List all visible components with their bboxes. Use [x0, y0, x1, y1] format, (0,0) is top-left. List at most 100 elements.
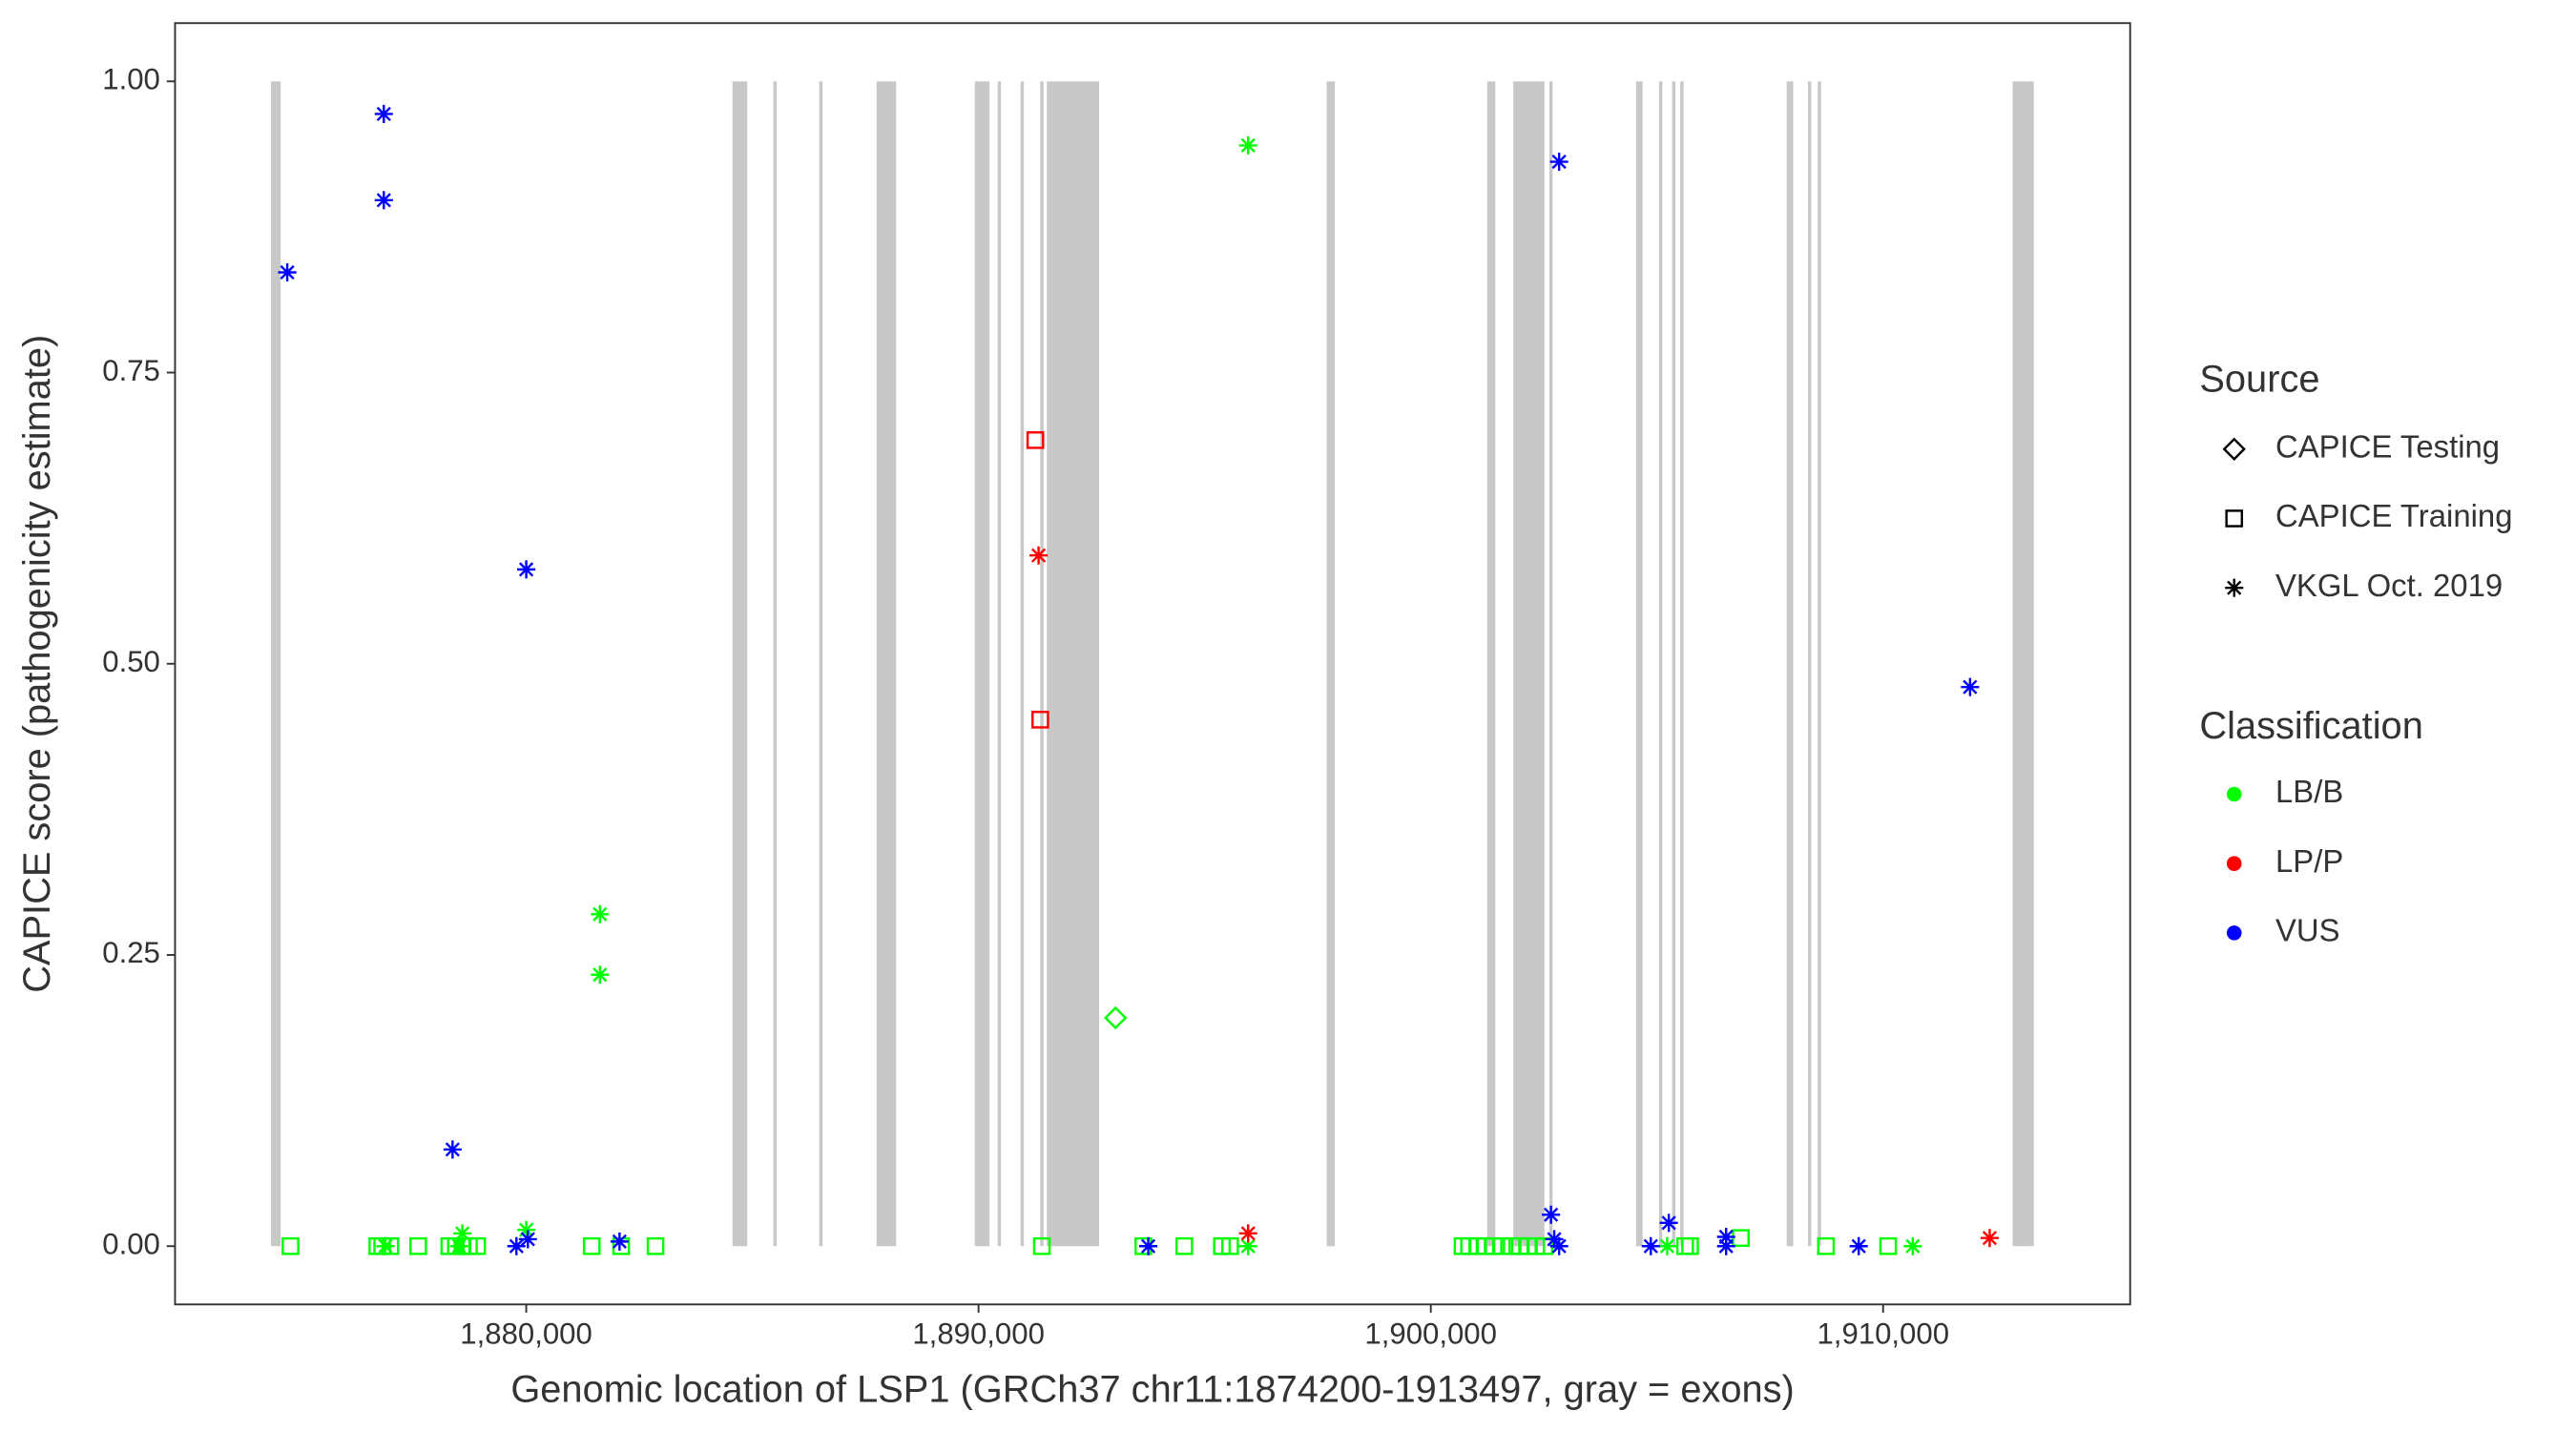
exon-band — [1047, 81, 1100, 1247]
asterisk-stroke — [378, 1238, 393, 1254]
point — [1980, 1229, 1999, 1248]
plot-border — [174, 22, 2131, 1306]
point — [1104, 1006, 1128, 1030]
point — [376, 1236, 395, 1255]
asterisk-stroke — [1661, 1215, 1676, 1231]
asterisk-stroke — [1240, 137, 1256, 154]
asterisk-stroke — [1551, 154, 1567, 170]
exon-band — [1486, 81, 1496, 1247]
exon-band — [1326, 81, 1336, 1247]
legend-label: VKGL Oct. 2019 — [2275, 568, 2503, 603]
exon-band — [732, 81, 748, 1247]
point — [1139, 1236, 1158, 1255]
asterisk-stroke — [1031, 548, 1047, 563]
point — [591, 965, 610, 985]
point — [278, 262, 297, 282]
asterisk-stroke — [2227, 580, 2242, 595]
point — [281, 1236, 300, 1255]
asterisk-stroke — [376, 193, 391, 208]
exon-band — [1818, 81, 1821, 1247]
legend-label: CAPICE Training — [2275, 498, 2513, 533]
x-tick-label: 1,880,000 — [460, 1317, 592, 1350]
legend-title: Classification — [2199, 705, 2422, 747]
point — [591, 904, 610, 923]
point — [1716, 1236, 1735, 1255]
y-tick-label: 0.00 — [102, 1227, 160, 1260]
exon-band — [1672, 81, 1676, 1247]
y-axis-label: CAPICE score (pathogenicity estimate) — [16, 335, 58, 993]
legend-key — [2225, 509, 2244, 528]
asterisk-stroke — [1643, 1238, 1658, 1254]
legend-key — [2226, 925, 2242, 941]
point — [1453, 1236, 1472, 1255]
point — [1681, 1236, 1699, 1255]
point — [646, 1236, 665, 1255]
point — [1641, 1236, 1660, 1255]
exon-band — [876, 81, 897, 1247]
asterisk-stroke — [1547, 1232, 1562, 1247]
y-tick-label: 0.25 — [102, 936, 160, 969]
asterisk-stroke — [1240, 1238, 1256, 1254]
point — [1221, 1236, 1239, 1255]
point — [1849, 1236, 1868, 1255]
exon-band — [773, 81, 778, 1247]
asterisk-stroke — [1659, 1238, 1675, 1254]
point — [1031, 711, 1049, 729]
exon-band — [1786, 81, 1794, 1247]
legend-label: CAPICE Testing — [2275, 428, 2500, 464]
point — [467, 1236, 487, 1255]
legend-key — [2222, 437, 2246, 461]
asterisk-stroke — [1544, 1207, 1559, 1222]
asterisk-stroke — [592, 906, 608, 922]
point — [1238, 1224, 1257, 1243]
exon-band — [270, 81, 281, 1247]
point — [1032, 1236, 1051, 1255]
point — [1732, 1229, 1750, 1248]
point — [1659, 1213, 1678, 1233]
asterisk-stroke — [1240, 1226, 1256, 1241]
point — [1492, 1236, 1511, 1255]
point — [1961, 677, 1980, 696]
asterisk-stroke — [451, 1238, 467, 1254]
exon-band — [1040, 81, 1044, 1247]
asterisk-stroke — [520, 1232, 535, 1247]
point — [1657, 1236, 1676, 1255]
exon-band — [1680, 81, 1684, 1247]
asterisk-stroke — [1905, 1238, 1921, 1254]
asterisk-stroke — [376, 106, 391, 122]
legend-label: LP/P — [2275, 843, 2343, 879]
y-tick-label: 0.75 — [102, 354, 160, 387]
asterisk-stroke — [1963, 679, 1978, 695]
legend-label: VUS — [2275, 913, 2340, 948]
x-tick-label: 1,910,000 — [1817, 1317, 1949, 1350]
exon-band — [1513, 81, 1545, 1247]
point — [1026, 431, 1045, 449]
point — [610, 1232, 629, 1251]
exon-band — [1658, 81, 1663, 1247]
point — [1174, 1236, 1194, 1255]
asterisk-stroke — [1851, 1238, 1866, 1254]
point — [1549, 1236, 1568, 1255]
point — [453, 1224, 472, 1243]
asterisk-stroke — [1551, 1238, 1567, 1254]
exon-band — [997, 81, 1002, 1247]
point — [1903, 1236, 1922, 1255]
point — [374, 104, 393, 123]
point — [409, 1236, 427, 1255]
asterisk-stroke — [592, 967, 608, 983]
point — [1542, 1205, 1561, 1224]
asterisk-stroke — [280, 264, 295, 280]
point — [517, 560, 536, 579]
x-tick-label: 1,890,000 — [912, 1317, 1045, 1350]
point — [1817, 1236, 1836, 1255]
point — [1238, 135, 1257, 155]
legend-title: Source — [2199, 358, 2319, 400]
asterisk-stroke — [1718, 1238, 1734, 1254]
asterisk-stroke — [612, 1234, 627, 1249]
point — [1879, 1236, 1898, 1255]
legend-label: LB/B — [2275, 774, 2343, 809]
exon-band — [1020, 81, 1025, 1247]
asterisk-stroke — [445, 1142, 460, 1157]
legend-key — [2226, 856, 2242, 871]
